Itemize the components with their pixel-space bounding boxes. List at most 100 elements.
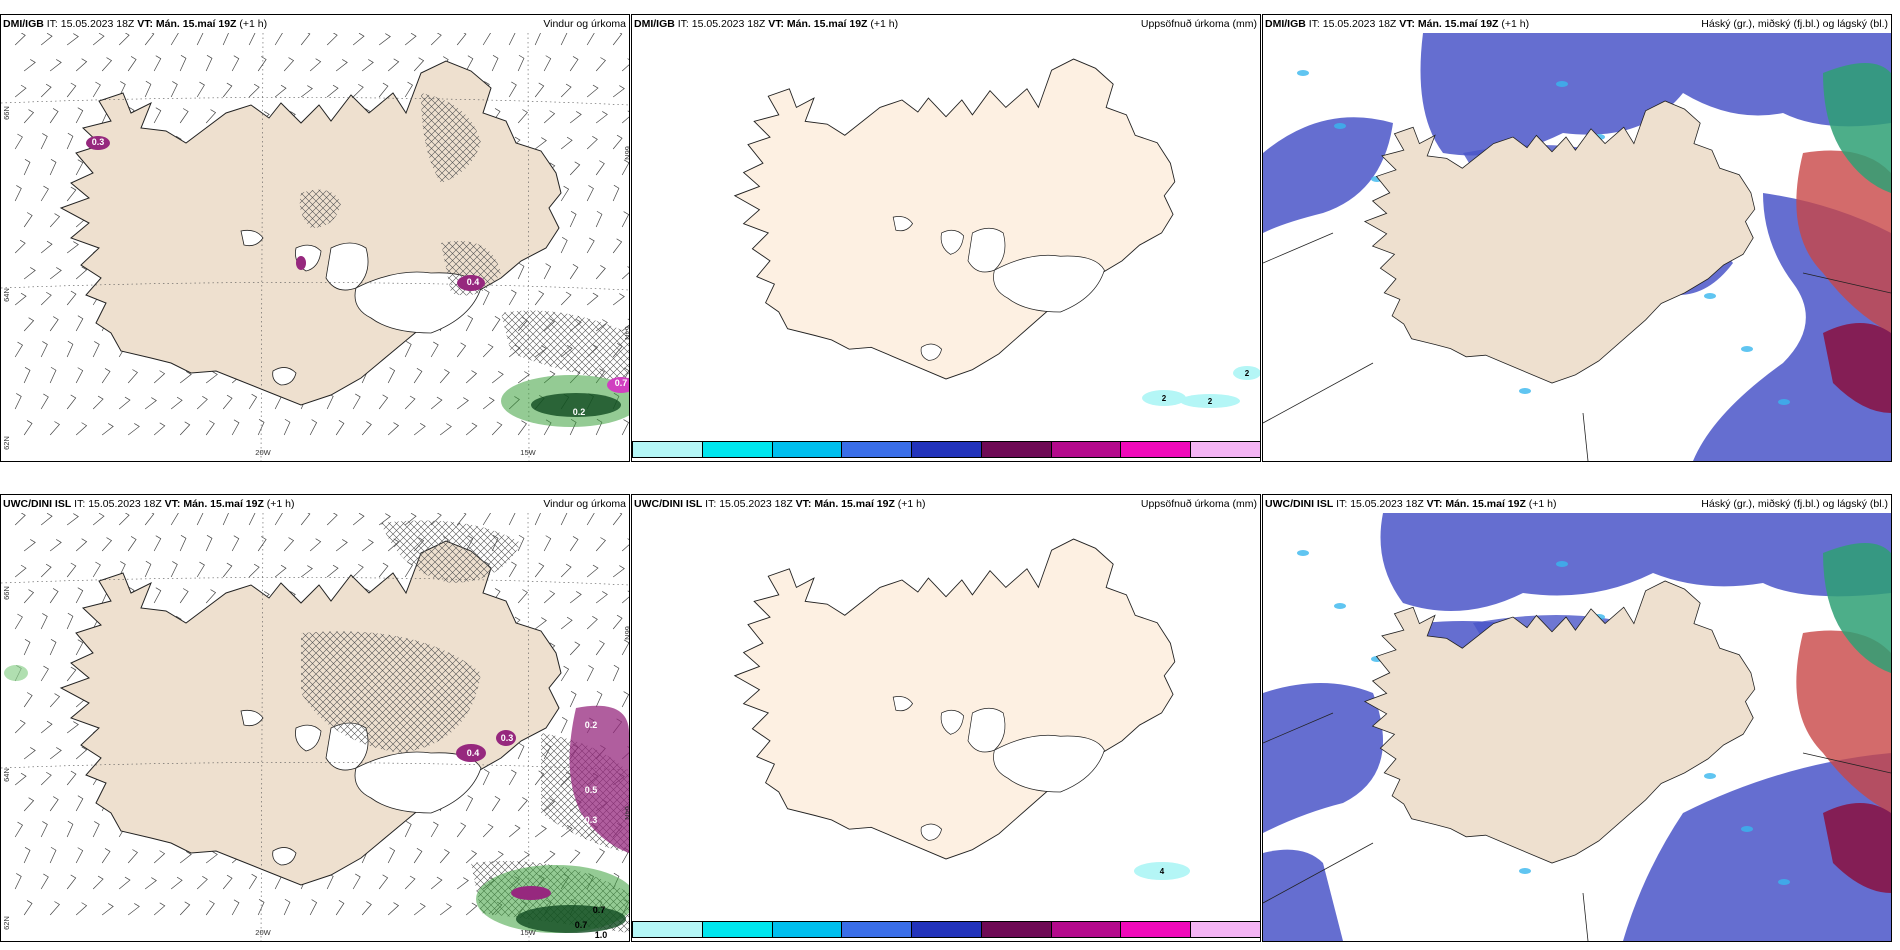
- wind-barb: [560, 616, 573, 630]
- precip-purple-blob: [86, 136, 110, 150]
- wind-barb: [66, 82, 77, 98]
- wind-barb: [153, 422, 166, 436]
- iceland-land: [59, 60, 562, 406]
- lat-label: 64N: [2, 288, 11, 302]
- wind-barb: [543, 535, 552, 552]
- precip-purple-blob: [496, 730, 516, 746]
- glacier-hole: [354, 751, 482, 814]
- wind-barb: [49, 747, 62, 760]
- wind-barb: [352, 33, 365, 46]
- wind-barb: [621, 590, 629, 604]
- wind-barb: [257, 419, 265, 436]
- wind-barb: [66, 770, 77, 786]
- precip-value-label: 0.7: [615, 378, 628, 388]
- wind-barb: [49, 59, 62, 72]
- wind-barb: [621, 538, 629, 552]
- panel-header: UWC/DINI ISL IT: 15.05.2023 18Z VT: Mán.…: [1263, 495, 1891, 513]
- legend-swatch: [632, 441, 703, 458]
- wind-barb: [508, 561, 517, 578]
- wind-barb: [491, 796, 501, 812]
- wind-barb: [248, 563, 260, 578]
- wind-barb: [257, 56, 267, 72]
- wind-barb: [23, 539, 36, 552]
- wind-barb: [335, 539, 348, 552]
- wind-barb: [335, 59, 348, 72]
- iceland: [59, 540, 562, 886]
- wind-barb: [534, 137, 547, 150]
- it-label: IT:: [46, 18, 58, 30]
- precip-value-label: 0.4: [467, 748, 480, 758]
- precip-map: 2 2 2: [632, 33, 1260, 433]
- model-name: DMI/IGB: [3, 18, 44, 30]
- wind-barb: [248, 83, 260, 98]
- it-value: 15.05.2023 18Z: [719, 498, 793, 510]
- wind-barb: [595, 537, 606, 552]
- wind-barb: [326, 513, 338, 526]
- wind-barb: [543, 850, 556, 864]
- wind-barb: [205, 54, 213, 72]
- wind-barb: [23, 267, 36, 280]
- low-cloud: [1263, 117, 1393, 233]
- wind-barb: [621, 211, 629, 228]
- legend-swatch: [1190, 921, 1260, 938]
- lon-label: 20W: [255, 448, 271, 457]
- wind-barb: [222, 82, 233, 98]
- wind-barb: [14, 821, 23, 838]
- precip-dark-blob: [516, 905, 626, 933]
- wind-barb: [404, 395, 416, 410]
- wind-barb: [127, 423, 140, 436]
- wind-barb: [92, 395, 104, 410]
- wind-barb: [309, 899, 318, 916]
- wind-barb: [66, 394, 77, 410]
- wind-barb: [361, 901, 372, 916]
- precip-area: [1134, 862, 1190, 880]
- wind-barb: [569, 641, 581, 656]
- precip-value-label: 2: [1245, 369, 1250, 378]
- wind-barb: [205, 420, 215, 436]
- wind-barb: [14, 341, 23, 358]
- wind-barb: [49, 588, 59, 604]
- wind-barb: [352, 83, 364, 98]
- wind-barb: [75, 902, 88, 916]
- wind-barb: [222, 394, 233, 410]
- wind-barb: [205, 109, 217, 124]
- panel-header: DMI/IGB IT: 15.05.2023 18Z VT: Mán. 15.m…: [1263, 15, 1891, 33]
- vt-value: VT: Mán. 15.maí 19Z: [795, 498, 895, 510]
- lat-label-right: 64N: [623, 326, 629, 340]
- wind-barb: [465, 902, 478, 916]
- wind-barb: [404, 341, 412, 358]
- wind-barb: [40, 83, 52, 98]
- wind-barb: [482, 289, 490, 306]
- panel-cloud-dmi: DMI/IGB IT: 15.05.2023 18Z VT: Mán. 15.m…: [1262, 14, 1892, 462]
- cloud-fleck: [1519, 868, 1531, 874]
- wind-barb: [196, 513, 204, 526]
- it-label: IT:: [74, 498, 86, 510]
- precip-purple-blob: [296, 256, 306, 270]
- wind-barb: [92, 513, 105, 526]
- wind-barb: [75, 847, 84, 864]
- wind-barb: [413, 368, 423, 384]
- wind-barb: [179, 588, 189, 604]
- legend-tick-label: 400: [1192, 939, 1205, 941]
- wind-barb: [482, 823, 494, 838]
- wind-barb: [170, 81, 178, 98]
- glacier-hole: [272, 367, 297, 386]
- wind-barb: [586, 237, 595, 254]
- hatched-area: [421, 93, 481, 183]
- precip-map: 4: [632, 513, 1260, 913]
- wind-barb: [66, 241, 79, 254]
- wind-barb: [508, 289, 517, 306]
- legend-tick-label: 150: [1053, 459, 1066, 461]
- wind-barb: [248, 33, 256, 46]
- cloud-fleck: [1741, 826, 1753, 832]
- wind-barb: [231, 419, 240, 436]
- legend-swatch: [980, 921, 1052, 938]
- panel-title: Háský (gr.), miðský (fj.bl.) og lágský (…: [1701, 498, 1888, 510]
- precip-value-label: 2: [1162, 394, 1167, 403]
- iceland-cloud: [1363, 580, 1756, 864]
- wind-barb: [326, 84, 339, 98]
- wind-barb: [560, 237, 568, 254]
- cloud-map: [1263, 513, 1891, 941]
- wind-barb: [387, 422, 400, 436]
- wind-barb: [534, 33, 541, 46]
